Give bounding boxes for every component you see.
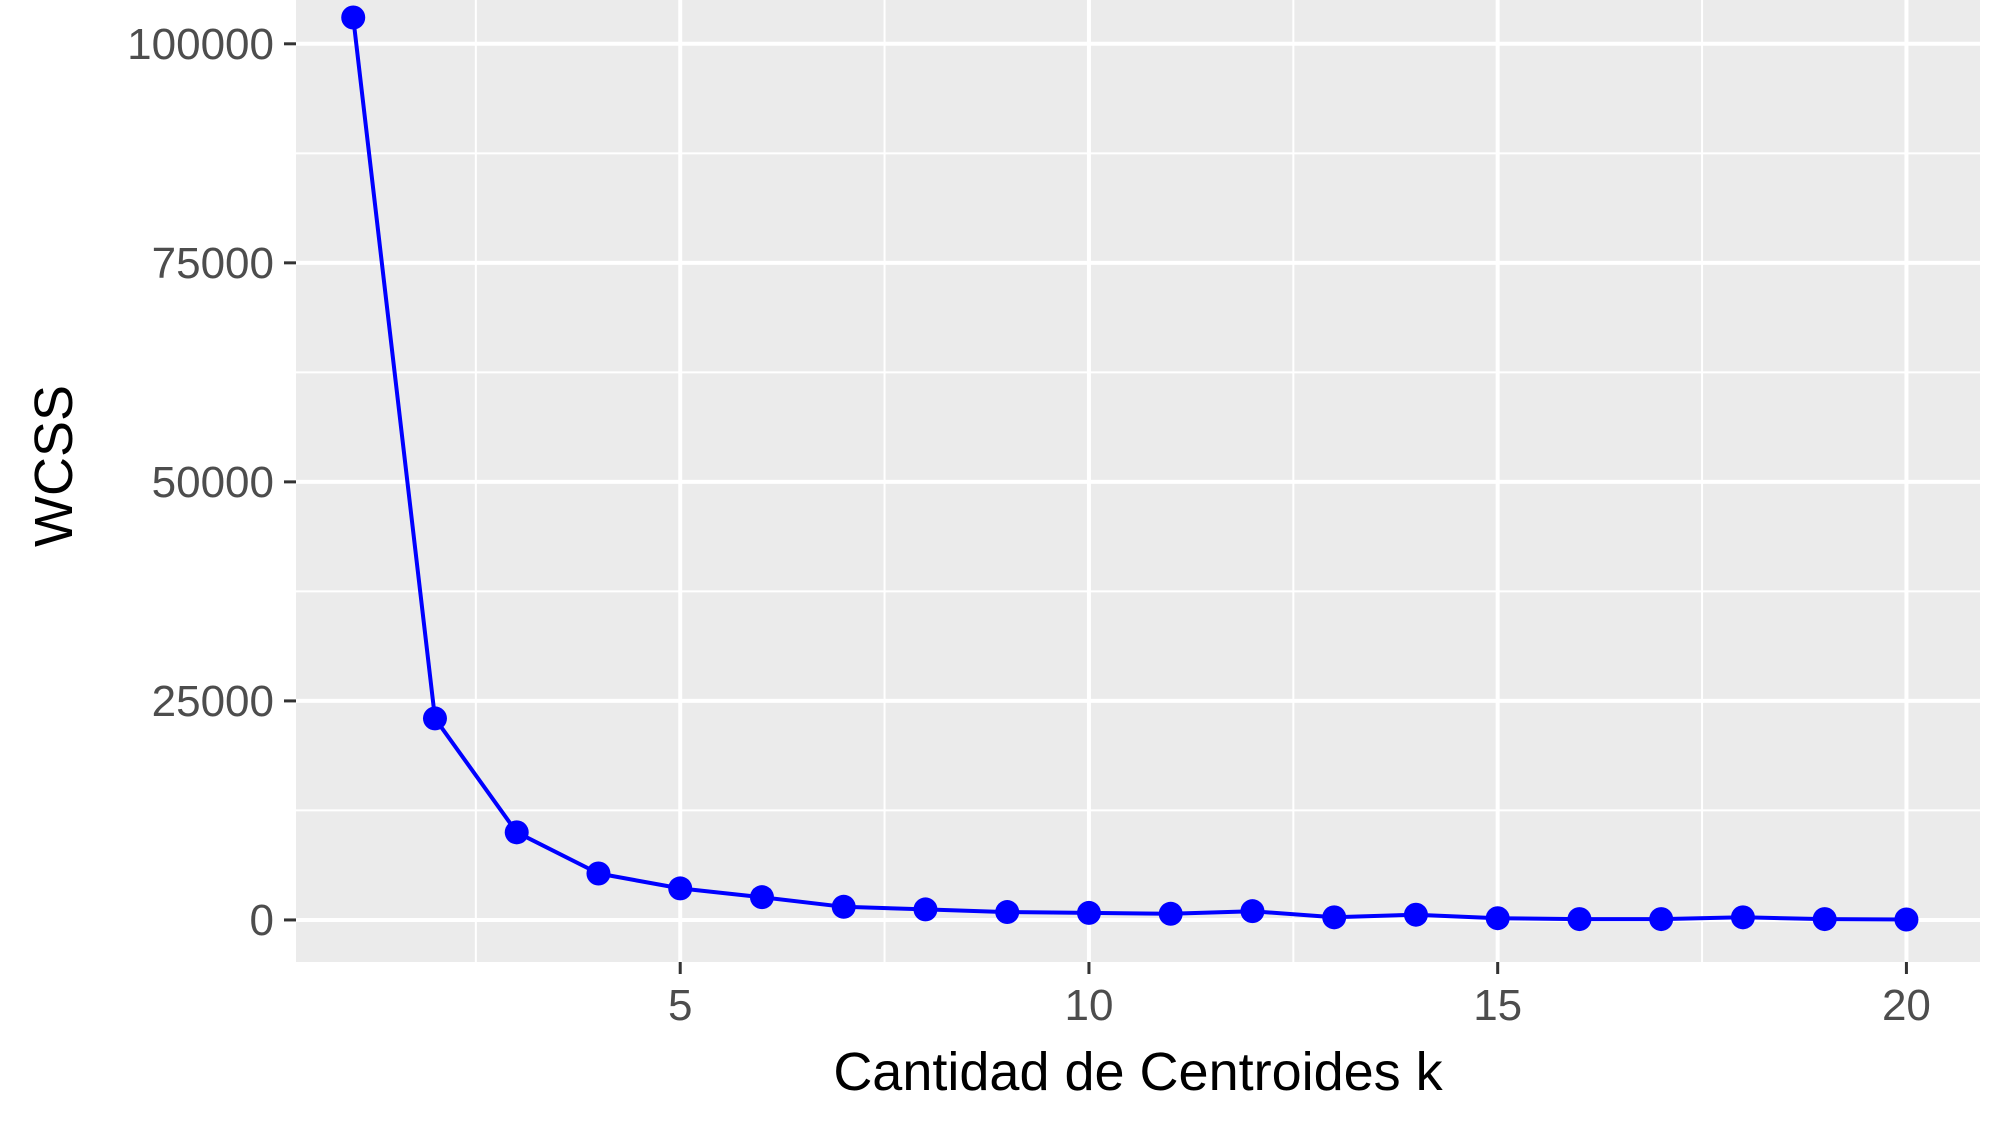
x-axis: 5 10 15 20 — [668, 962, 1931, 1030]
data-point — [1649, 907, 1674, 932]
data-point — [1158, 901, 1183, 926]
wcss-series — [341, 5, 1919, 932]
data-point — [1240, 899, 1265, 924]
y-axis: 0 25000 50000 75000 100000 — [127, 20, 296, 945]
data-point — [995, 900, 1020, 925]
data-point — [1403, 902, 1428, 927]
x-tick-label: 15 — [1473, 981, 1522, 1030]
x-tick-label: 20 — [1882, 981, 1931, 1030]
x-axis-title: Cantidad de Centroides k — [833, 1042, 1443, 1102]
data-point — [668, 876, 693, 901]
data-point — [1730, 905, 1755, 930]
data-point — [341, 5, 366, 30]
data-point — [504, 820, 529, 845]
x-tick-label: 10 — [1064, 981, 1113, 1030]
data-point — [913, 897, 938, 922]
y-tick-label: 75000 — [152, 239, 274, 288]
data-point — [1485, 906, 1510, 931]
y-axis-title: WCSS — [24, 385, 84, 547]
y-tick-label: 100000 — [127, 20, 274, 69]
data-point — [1812, 907, 1837, 932]
data-point — [422, 706, 447, 731]
data-point — [1076, 900, 1101, 925]
data-point — [586, 861, 611, 886]
data-point — [1894, 907, 1919, 932]
series-line — [351, 17, 1907, 922]
data-point — [749, 885, 774, 910]
y-tick-label: 0 — [250, 896, 274, 945]
x-tick-label: 5 — [668, 981, 692, 1030]
data-point — [831, 894, 856, 919]
y-tick-label: 50000 — [152, 458, 274, 507]
y-tick-label: 25000 — [152, 677, 274, 726]
data-point — [1322, 905, 1347, 930]
major-gridlines — [296, 0, 1980, 962]
data-point — [1567, 907, 1592, 932]
